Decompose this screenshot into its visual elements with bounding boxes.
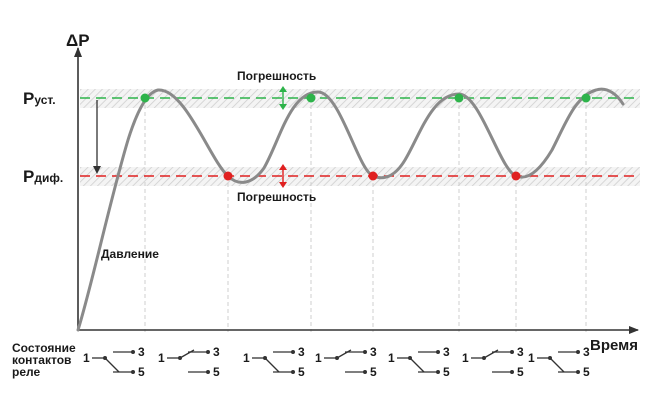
relay-terminal-common: 1 bbox=[158, 351, 165, 365]
relay-terminal-nc: 5 bbox=[213, 365, 220, 379]
relay-terminal-common: 1 bbox=[315, 351, 322, 365]
relay-terminal-no: 3 bbox=[138, 345, 145, 359]
curve-label: Давление bbox=[101, 247, 159, 261]
relay-terminal-common: 1 bbox=[243, 351, 250, 365]
differential-markers bbox=[223, 171, 521, 181]
relay-symbol: 1 3 5 bbox=[315, 345, 377, 379]
set-point-markers bbox=[140, 93, 591, 103]
relay-terminal-no: 3 bbox=[213, 345, 220, 359]
relay-terminal-no: 3 bbox=[298, 345, 305, 359]
relay-terminal-common: 1 bbox=[388, 351, 395, 365]
diff-tolerance-arrow bbox=[279, 164, 287, 188]
differential-span-arrow bbox=[93, 100, 101, 174]
relay-terminal-common: 1 bbox=[83, 351, 90, 365]
relay-terminal-nc: 5 bbox=[517, 365, 524, 379]
relay-symbol: 1 3 5 bbox=[243, 345, 305, 379]
relay-terminal-nc: 5 bbox=[583, 365, 590, 379]
relay-terminal-no: 3 bbox=[370, 345, 377, 359]
error-label-top: Погрешность bbox=[237, 69, 316, 83]
relay-terminal-no: 3 bbox=[517, 345, 524, 359]
relay-symbol: 1 3 5 bbox=[83, 345, 145, 379]
relay-symbol: 1 3 5 bbox=[528, 345, 590, 379]
relay-caption: Состояние контактов реле bbox=[12, 341, 79, 379]
error-label-bottom: Погрешность bbox=[237, 190, 316, 204]
pressure-curve bbox=[76, 87, 625, 332]
y-axis-label: ΔP bbox=[66, 31, 90, 50]
relay-terminal-common: 1 bbox=[462, 351, 469, 365]
switch-guides bbox=[144, 98, 587, 332]
set-tolerance-arrow bbox=[279, 86, 287, 110]
relay-terminal-no: 3 bbox=[583, 345, 590, 359]
relay-symbol: 1 3 5 bbox=[388, 345, 450, 379]
set-point-label: Pуст. bbox=[23, 89, 56, 108]
relay-terminal-nc: 5 bbox=[138, 365, 145, 379]
x-axis-label: Время bbox=[590, 337, 638, 354]
relay-symbol: 1 3 5 bbox=[462, 345, 524, 379]
relay-symbol: 1 3 5 bbox=[158, 345, 220, 379]
differential-label: Pдиф. bbox=[23, 167, 63, 186]
relay-terminal-nc: 5 bbox=[298, 365, 305, 379]
relay-terminal-common: 1 bbox=[528, 351, 535, 365]
relay-states: 1 351 351 351 351 351 351 35 bbox=[83, 345, 590, 379]
relay-terminal-no: 3 bbox=[443, 345, 450, 359]
relay-terminal-nc: 5 bbox=[370, 365, 377, 379]
relay-terminal-nc: 5 bbox=[443, 365, 450, 379]
